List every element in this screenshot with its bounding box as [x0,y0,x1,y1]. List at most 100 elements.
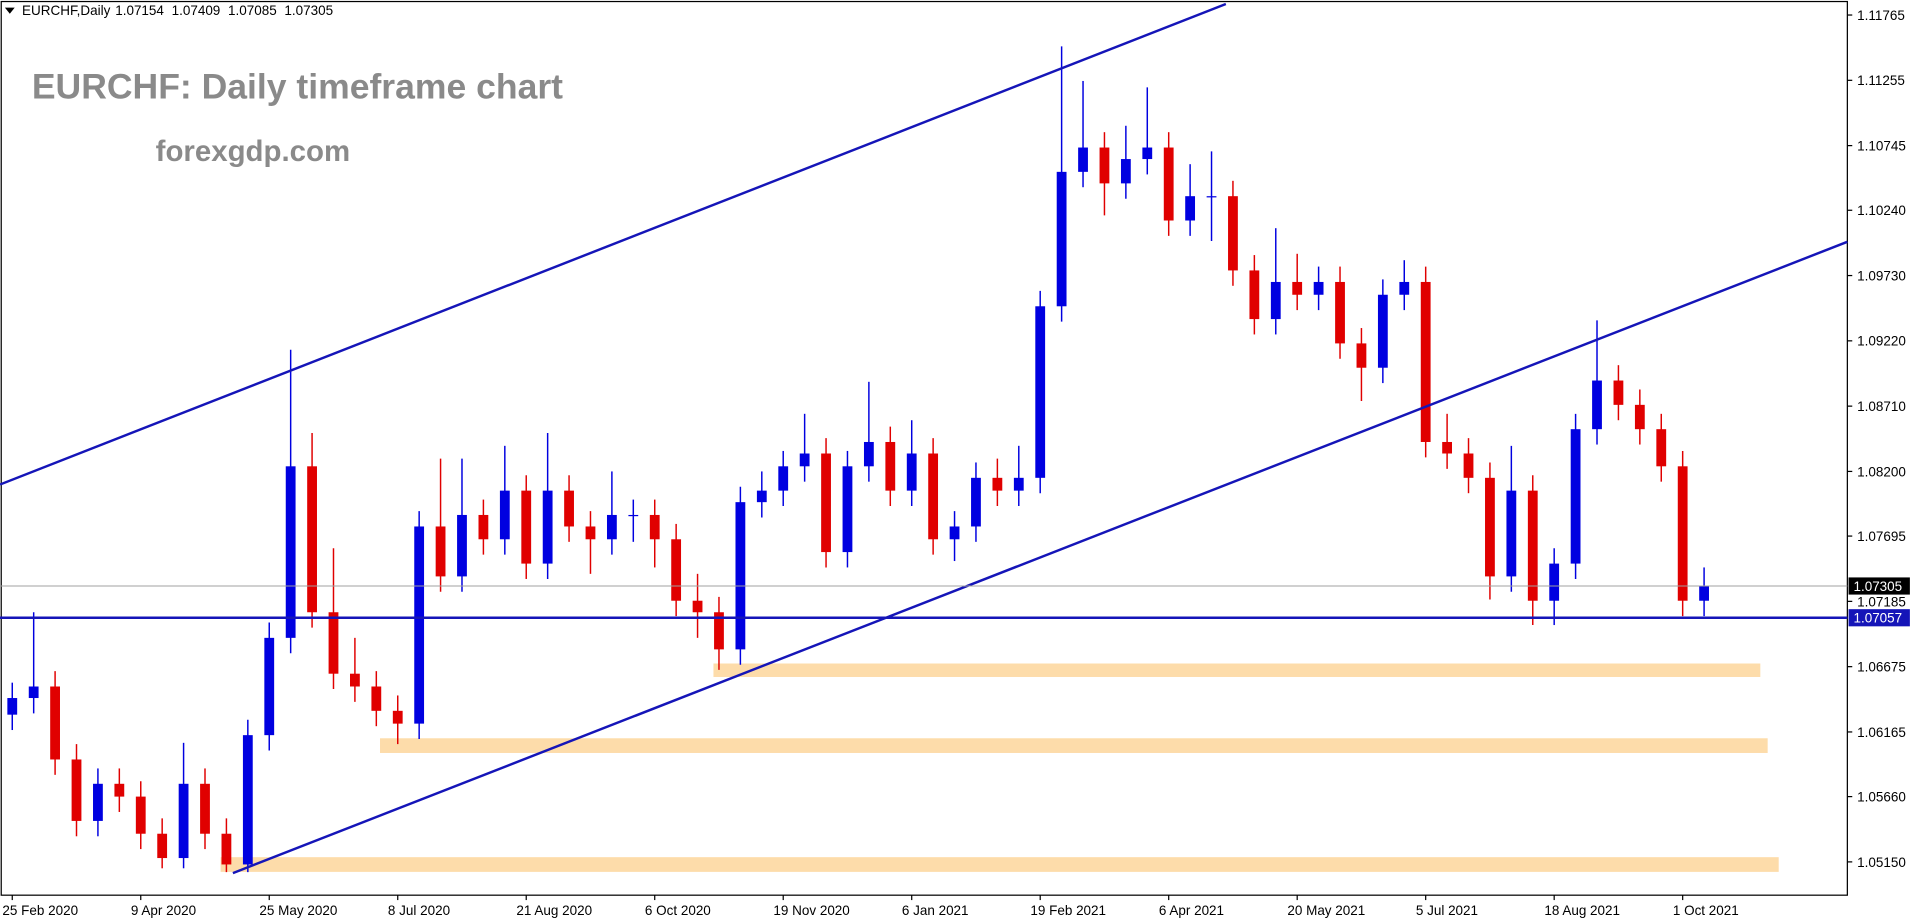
symbol: EURCHF,Daily [22,3,111,18]
candle-body [778,466,789,491]
y-tick-label: 1.07695 [1857,529,1906,544]
candle-body [992,477,1003,491]
candle-body [949,526,960,540]
candle-body [1677,466,1688,601]
candle-body [1549,563,1560,601]
x-tick-label: 20 May 2021 [1287,903,1365,918]
y-tick-label: 1.05660 [1857,790,1906,805]
candle-body [1356,343,1367,368]
chart-title: EURCHF: Daily timeframe chart [32,66,563,106]
zone [220,857,1779,872]
price-tag [1848,577,1910,595]
candle-body [1485,477,1495,577]
candles [7,46,1709,873]
x-tick-label: 6 Apr 2021 [1159,903,1224,918]
candle-body [1634,404,1645,430]
candle-body [28,686,39,699]
candle-body [1206,196,1217,198]
candle-body [285,466,296,638]
price-tag-label: 1.07305 [1853,579,1902,594]
trend-line [0,2,1227,486]
candle-body [1506,490,1517,577]
candle-body [499,490,510,540]
candle-body [307,466,317,613]
candle-body [1442,441,1453,454]
chart-subtitle: forexgdp.com [156,135,350,168]
x-tick-label: 25 Feb 2020 [2,903,78,918]
x-tick-label: 19 Nov 2020 [773,903,849,918]
candle-body [1399,281,1410,295]
candle-body [50,686,60,760]
plot-frame [0,0,1848,896]
candle-body [564,490,574,527]
x-tick-label: 8 Jul 2020 [388,903,450,918]
candle-body [863,441,874,467]
candle-body [242,735,253,865]
candle-body [1613,380,1624,405]
y-tick-label: 1.11765 [1857,8,1905,23]
y-tick-label: 1.09220 [1857,334,1906,349]
y-tick-label: 1.05150 [1857,855,1906,870]
candle-body [671,539,682,601]
candle-body [1185,196,1196,221]
y-tick-label: 1.10240 [1857,203,1906,218]
y-tick-label: 1.07185 [1857,594,1906,609]
candle-body [714,612,724,650]
candle-body [1142,147,1153,160]
x-tick-label: 6 Oct 2020 [645,903,711,918]
support-tag [1848,609,1910,627]
candle-body [392,710,403,724]
candle-body [649,514,660,540]
support-tag-label: 1.07057 [1853,611,1902,626]
candle-body [521,490,532,564]
x-tick-label: 18 Aug 2021 [1544,903,1620,918]
y-tick-label: 1.11255 [1857,73,1905,88]
candle-body [414,526,425,724]
candle-body [71,759,82,821]
candle-body [1313,281,1324,295]
candle-body [1699,586,1709,601]
x-tick-label: 21 Aug 2020 [516,903,592,918]
zone [380,738,1768,753]
y-tick-label: 1.06165 [1857,725,1906,740]
x-tick-label: 6 Jan 2021 [902,903,969,918]
candle-body [264,637,275,736]
candle-body [1463,453,1474,478]
y-tick-label: 1.06675 [1857,660,1906,675]
candle-body [756,490,767,503]
candle-body [157,833,168,859]
candle-body [1335,281,1345,344]
candle-body [1099,147,1110,184]
candle-body [1270,281,1281,320]
ohlc-low: 1.07085 [228,3,277,18]
candle-body [1377,294,1388,368]
candle-body [1249,270,1260,320]
ohlc-high: 1.07409 [172,3,221,18]
candle-body [135,796,146,834]
candle-body [885,441,896,491]
zone [713,663,1761,677]
candle-body [350,673,360,687]
candle-body [1228,196,1238,271]
candle-body [1527,490,1538,601]
candle-body [328,612,339,674]
candle-body [1120,159,1131,184]
candle-body [585,526,596,540]
candle-body [435,526,446,577]
ohlc-close: 1.07305 [284,3,333,18]
candle-body [1292,281,1303,295]
menu-icon[interactable] [4,7,15,14]
candle-body [1570,429,1581,564]
candle-body [1592,380,1602,430]
candle-body [799,453,810,467]
candle-body [1656,429,1667,467]
trend-line [232,240,1848,875]
ohlc-open: 1.07154 [115,3,164,18]
candle-body [7,698,18,715]
candle-body [542,490,553,564]
candle-body [692,600,703,613]
candle-body [221,833,232,865]
candle-body [178,783,189,859]
